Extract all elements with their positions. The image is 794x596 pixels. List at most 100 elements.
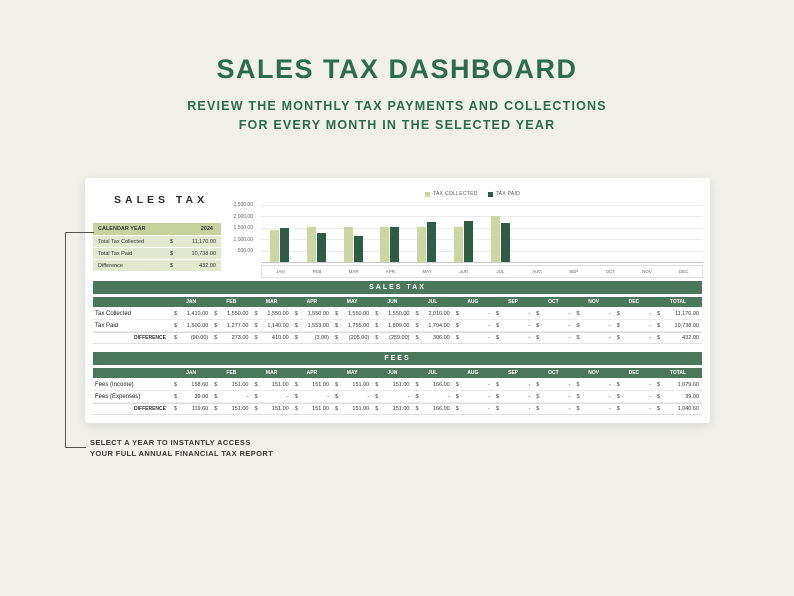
cell-value: 39.00 xyxy=(194,393,209,400)
table-cell: $1,550.00 xyxy=(292,311,332,317)
currency-sign: $ xyxy=(576,381,580,388)
currency-sign: $ xyxy=(496,322,500,329)
table-cell: $ - xyxy=(614,394,654,400)
table-cell: $ - xyxy=(493,335,533,341)
cell-value: (3.00) xyxy=(314,335,329,341)
row-label: Fees (Income) xyxy=(95,381,134,388)
table-cell: $ (3.00) xyxy=(292,335,332,341)
currency-sign: $ xyxy=(375,393,379,400)
calendar-year-selector[interactable]: CALENDAR YEAR 2024 xyxy=(93,223,221,235)
table-cell: $119.60 xyxy=(171,406,211,412)
table-cell: $ - xyxy=(574,335,614,341)
sheet-title: SALES TAX xyxy=(114,194,209,206)
cell-value: 1,410.00 xyxy=(186,310,209,317)
currency-sign: $ xyxy=(174,310,178,317)
cell-value: - xyxy=(488,406,490,412)
table-cell: $158.60 xyxy=(171,382,211,388)
table-cell: $1,500.00 xyxy=(171,323,211,329)
legend-swatch-icon xyxy=(487,191,493,197)
cell-value: - xyxy=(246,393,249,400)
table-cell: $1,704.00 xyxy=(413,323,453,329)
gridline xyxy=(261,250,703,252)
currency-sign: $ xyxy=(254,381,258,388)
column-header: OCT xyxy=(548,370,559,376)
table-cell: $ - xyxy=(574,311,614,317)
cell-value: 158.60 xyxy=(191,381,209,388)
cell-value: 151.00 xyxy=(312,381,329,388)
cell-value: 151.00 xyxy=(271,406,289,412)
annotation-line-1: SELECT A YEAR TO INSTANTLY ACCESS xyxy=(90,438,251,447)
calendar-year-panel: CALENDAR YEAR 2024 Total Tax Collected $1… xyxy=(93,223,221,272)
summary-row: Difference $432.00 xyxy=(93,260,221,271)
table-cell: $ - xyxy=(453,335,493,341)
table-cell: $ - xyxy=(493,382,533,388)
x-axis-tick-label: JUL xyxy=(496,269,505,274)
table-cell: $151.00 xyxy=(292,406,332,412)
cell-value: 151.00 xyxy=(312,406,329,412)
legend-label: TAX PAID xyxy=(495,191,521,197)
chart-plot-area xyxy=(261,205,703,263)
table-cell: $ - xyxy=(453,323,493,329)
gridline xyxy=(261,216,703,218)
cell-value: 39.00 xyxy=(685,393,699,400)
cell-value: 1,550.00 xyxy=(267,310,289,317)
table-cell: $1,040.60 xyxy=(654,406,702,412)
cell-value: - xyxy=(327,393,329,400)
currency-sign: $ xyxy=(455,310,459,317)
table-header-row: JAN FEB MAR APR MAY JUN JUL AUG SEP OCT NOV DEC TOTA… xyxy=(93,368,702,378)
calendar-year-value[interactable]: 2024 xyxy=(200,226,213,232)
gridline xyxy=(261,227,703,229)
currency-sign: $ xyxy=(375,406,379,412)
cell-value: - xyxy=(608,310,611,317)
table-cell: $ - xyxy=(453,394,493,400)
column-header: JAN xyxy=(186,299,197,305)
cell-value: - xyxy=(528,406,531,412)
currency-sign: $ xyxy=(496,381,500,388)
cell-value: 1,277.00 xyxy=(227,322,249,329)
cell-value: 1,500.00 xyxy=(186,322,209,329)
currency-sign: $ xyxy=(576,406,580,412)
table-cell: $ - xyxy=(493,394,533,400)
column-header: NOV xyxy=(588,299,600,305)
cell-value: (90.00) xyxy=(190,335,209,341)
cell-value: 432.00 xyxy=(682,335,699,341)
x-axis-tick-label: MAR xyxy=(348,269,359,274)
currency-sign: $ xyxy=(496,406,500,412)
cell-value: 1,809.00 xyxy=(388,322,410,329)
column-header: JAN xyxy=(186,370,197,376)
table-title-bar: FEES xyxy=(93,352,702,365)
summary-row-label: Difference xyxy=(98,262,123,269)
bar xyxy=(279,227,289,262)
currency-sign: $ xyxy=(335,406,339,412)
table-cell: $151.00 xyxy=(252,382,292,388)
currency-sign: $ xyxy=(536,406,540,412)
y-axis-tick-label: 2,500.00 xyxy=(233,202,253,208)
currency-sign: $ xyxy=(170,250,174,257)
currency-sign: $ xyxy=(455,381,459,388)
bar xyxy=(390,226,400,262)
column-header: DEC xyxy=(628,370,640,376)
table-cell: $151.00 xyxy=(372,406,412,412)
table-cell: $1,755.00 xyxy=(332,323,372,329)
currency-sign: $ xyxy=(214,393,218,400)
x-axis-tick-label: JUN xyxy=(459,269,469,274)
row-label: Fees (Expenses) xyxy=(95,393,141,400)
cell-value: - xyxy=(488,310,490,317)
column-header: SEP xyxy=(508,299,519,305)
table-cell: $ - xyxy=(493,323,533,329)
bar xyxy=(454,226,464,262)
bar xyxy=(316,232,326,262)
cell-value: - xyxy=(608,381,611,388)
cell-value: (259.00) xyxy=(389,335,410,341)
table-cell: $ - xyxy=(292,394,332,400)
currency-sign: $ xyxy=(415,310,419,317)
header-cell-blank xyxy=(93,368,171,378)
cell-value: 1,079.60 xyxy=(677,381,699,388)
bar xyxy=(306,226,316,262)
currency-sign: $ xyxy=(254,393,258,400)
currency-sign: $ xyxy=(616,393,620,400)
table-cell: $ - xyxy=(614,406,654,412)
x-axis: JAN FEB MAR APR MAY JUN JUL AUG SEP OCT NOV DEC xyxy=(261,265,703,278)
cell-value: - xyxy=(649,406,651,412)
currency-sign: $ xyxy=(616,322,620,329)
